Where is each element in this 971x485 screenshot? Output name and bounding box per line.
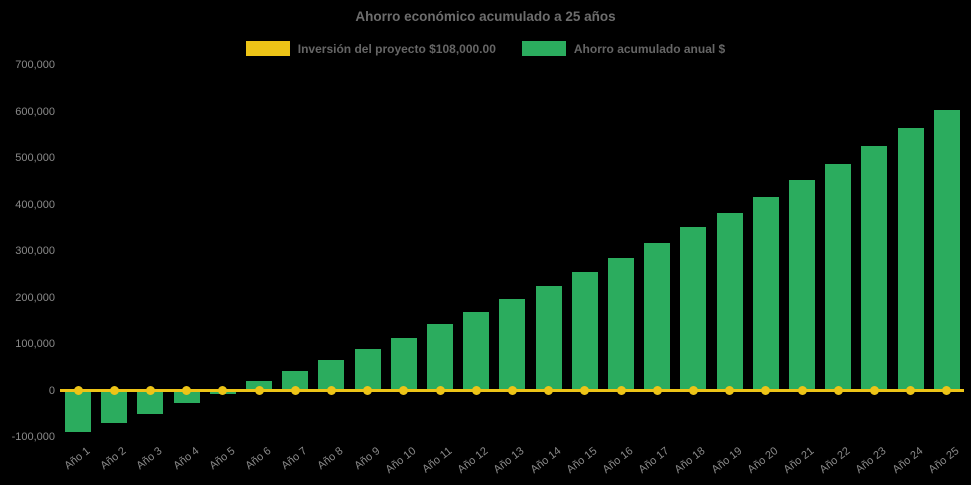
y-axis-label: 100,000 (15, 338, 55, 351)
bar-año-19 (716, 212, 743, 391)
investment-line-marker (290, 386, 300, 395)
investment-line-marker (906, 386, 916, 395)
y-axis-label: 600,000 (15, 105, 55, 118)
chart-title: Ahorro económico acumulado a 25 años (355, 9, 616, 24)
y-axis-label: -100,000 (11, 430, 55, 443)
investment-line-marker (471, 386, 481, 395)
bar-año-10 (390, 337, 417, 391)
investment-line-marker (833, 386, 843, 395)
bar-año-1 (65, 390, 91, 433)
investment-line-marker (182, 386, 192, 395)
y-axis-label: 200,000 (15, 291, 55, 304)
bar-año-12 (463, 312, 490, 391)
bar-año-8 (318, 360, 345, 391)
y-axis-label: 700,000 (15, 59, 55, 72)
bar-año-17 (644, 243, 671, 391)
investment-line-marker (616, 386, 626, 395)
y-axis-label: 500,000 (15, 152, 55, 165)
investment-line-marker (326, 386, 336, 395)
investment-line-marker (942, 386, 952, 395)
legend-label-savings: Ahorro acumulado anual $ (573, 41, 726, 56)
bar-año-3 (137, 390, 164, 414)
investment-line-marker (507, 386, 517, 395)
bar-año-7 (282, 370, 309, 391)
bar-año-6 (246, 381, 272, 391)
investment-line-marker (145, 386, 155, 395)
investment-line-marker (544, 386, 554, 395)
bar-año-2 (101, 390, 128, 424)
investment-line-marker (725, 386, 735, 395)
investment-line-marker (363, 386, 373, 395)
y-axis-label: 400,000 (15, 198, 55, 211)
bar-año-4 (173, 390, 200, 404)
investment-swatch-icon (245, 41, 290, 56)
bar-año-14 (535, 285, 562, 391)
bar-año-13 (499, 299, 526, 391)
bar-año-20 (752, 197, 779, 391)
investment-line-marker (218, 386, 228, 395)
investment-line-marker (73, 386, 83, 395)
y-axis-label: 300,000 (15, 245, 55, 258)
investment-line-marker (254, 386, 264, 395)
legend-label-investment: Inversión del proyecto $108,000.00 (297, 41, 496, 56)
investment-line-marker (109, 386, 119, 395)
investment-line-marker (688, 386, 698, 395)
investment-line-marker (399, 386, 409, 395)
bar-año-23 (861, 146, 888, 391)
bar-año-21 (789, 179, 815, 391)
investment-line-marker (869, 386, 879, 395)
bar-año-16 (608, 257, 634, 391)
bar-año-15 (571, 272, 598, 391)
investment-line-marker (797, 386, 807, 395)
legend-item-investment: Inversión del proyecto $108,000.00 (245, 41, 496, 56)
investment-line-marker (761, 386, 771, 395)
bar-año-9 (354, 349, 381, 391)
investment-line-marker (652, 386, 662, 395)
bar-año-18 (680, 227, 707, 391)
savings-swatch-icon (521, 41, 566, 56)
bar-año-24 (897, 128, 924, 391)
investment-line-marker (580, 386, 590, 395)
investment-line-marker (435, 386, 445, 395)
legend-item-savings: Ahorro acumulado anual $ (521, 41, 726, 56)
bar-año-25 (933, 109, 960, 391)
chart-legend: Inversión del proyecto $108,000.00 Ahorr… (0, 41, 971, 56)
y-axis-label: 0 (48, 384, 55, 397)
bar-año-22 (825, 164, 852, 391)
bar-año-11 (427, 324, 453, 391)
